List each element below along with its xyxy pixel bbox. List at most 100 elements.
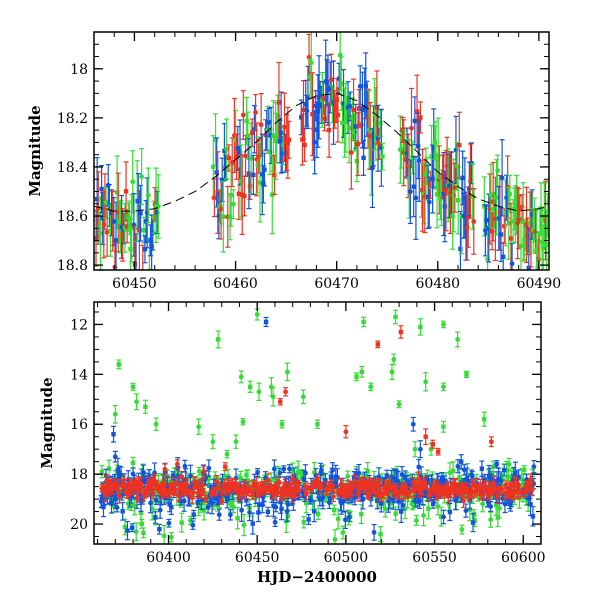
data-point bbox=[340, 525, 346, 540]
marker bbox=[506, 221, 511, 226]
marker bbox=[301, 520, 307, 525]
marker bbox=[103, 200, 109, 205]
marker bbox=[132, 503, 138, 509]
marker bbox=[109, 210, 114, 215]
data-point bbox=[115, 172, 121, 253]
marker bbox=[212, 195, 217, 200]
marker bbox=[382, 506, 388, 512]
marker bbox=[521, 219, 526, 225]
data-point bbox=[285, 106, 291, 179]
marker bbox=[497, 505, 502, 511]
marker bbox=[312, 509, 317, 514]
data-point bbox=[322, 105, 328, 132]
marker bbox=[368, 496, 374, 501]
marker bbox=[404, 478, 410, 483]
marker bbox=[113, 238, 119, 243]
marker bbox=[389, 475, 394, 480]
data-point bbox=[307, 495, 313, 505]
x-tick-label: 60480 bbox=[416, 276, 461, 292]
marker bbox=[440, 174, 445, 179]
data-point bbox=[421, 504, 427, 527]
marker bbox=[214, 170, 219, 175]
marker bbox=[256, 502, 262, 507]
marker bbox=[353, 124, 358, 129]
marker bbox=[248, 156, 254, 161]
marker bbox=[127, 215, 132, 221]
data-point bbox=[247, 503, 253, 522]
marker bbox=[234, 154, 239, 159]
marker bbox=[523, 233, 528, 238]
marker bbox=[308, 497, 313, 503]
data-point bbox=[413, 515, 419, 526]
data-point bbox=[379, 142, 385, 171]
marker bbox=[411, 184, 416, 189]
marker bbox=[543, 218, 548, 223]
marker bbox=[221, 214, 226, 219]
marker bbox=[459, 214, 464, 219]
data-point bbox=[331, 504, 337, 516]
marker bbox=[327, 85, 333, 90]
data-point bbox=[255, 467, 261, 478]
marker bbox=[355, 141, 361, 147]
marker bbox=[285, 501, 291, 507]
data-point bbox=[196, 466, 202, 476]
marker bbox=[141, 530, 146, 536]
marker bbox=[228, 501, 233, 507]
data-point bbox=[355, 112, 361, 177]
marker bbox=[428, 182, 433, 188]
marker bbox=[236, 191, 242, 196]
data-point bbox=[499, 139, 505, 217]
marker bbox=[133, 529, 139, 535]
marker bbox=[292, 473, 297, 479]
marker bbox=[495, 168, 501, 173]
marker bbox=[456, 198, 461, 203]
marker bbox=[532, 217, 537, 223]
marker bbox=[447, 509, 453, 515]
data-point bbox=[238, 144, 244, 218]
data-point bbox=[191, 509, 197, 520]
marker bbox=[484, 218, 489, 223]
marker bbox=[384, 473, 390, 478]
marker bbox=[371, 529, 377, 535]
data-point bbox=[255, 136, 261, 194]
marker bbox=[378, 532, 383, 537]
marker bbox=[199, 497, 204, 502]
marker bbox=[266, 120, 272, 125]
marker bbox=[486, 225, 491, 231]
marker bbox=[206, 465, 212, 471]
marker bbox=[279, 506, 284, 512]
marker bbox=[149, 244, 154, 249]
marker bbox=[119, 224, 124, 230]
marker bbox=[330, 467, 335, 472]
data-point bbox=[120, 501, 126, 521]
data-point bbox=[345, 470, 351, 483]
marker bbox=[434, 191, 440, 197]
marker bbox=[285, 140, 291, 146]
marker bbox=[410, 155, 415, 160]
data-point bbox=[278, 91, 284, 174]
marker bbox=[499, 175, 505, 181]
marker bbox=[541, 245, 546, 250]
marker bbox=[413, 499, 418, 504]
marker bbox=[508, 236, 514, 241]
marker bbox=[94, 196, 100, 202]
marker bbox=[378, 121, 383, 126]
y-tick-label: 18.8 bbox=[57, 258, 88, 274]
data-point bbox=[254, 122, 260, 197]
marker bbox=[463, 508, 469, 514]
marker bbox=[364, 106, 370, 111]
marker bbox=[361, 155, 366, 161]
zoomed-x-ticks: 60450 60460 60470 60480 60490 bbox=[93, 32, 561, 292]
marker bbox=[457, 143, 462, 148]
data-point bbox=[253, 93, 259, 131]
data-point bbox=[463, 503, 469, 518]
marker bbox=[439, 476, 445, 481]
marker bbox=[217, 204, 223, 209]
marker bbox=[300, 489, 305, 494]
marker bbox=[247, 183, 253, 189]
marker bbox=[143, 219, 149, 224]
marker bbox=[391, 494, 397, 499]
marker bbox=[201, 507, 207, 513]
